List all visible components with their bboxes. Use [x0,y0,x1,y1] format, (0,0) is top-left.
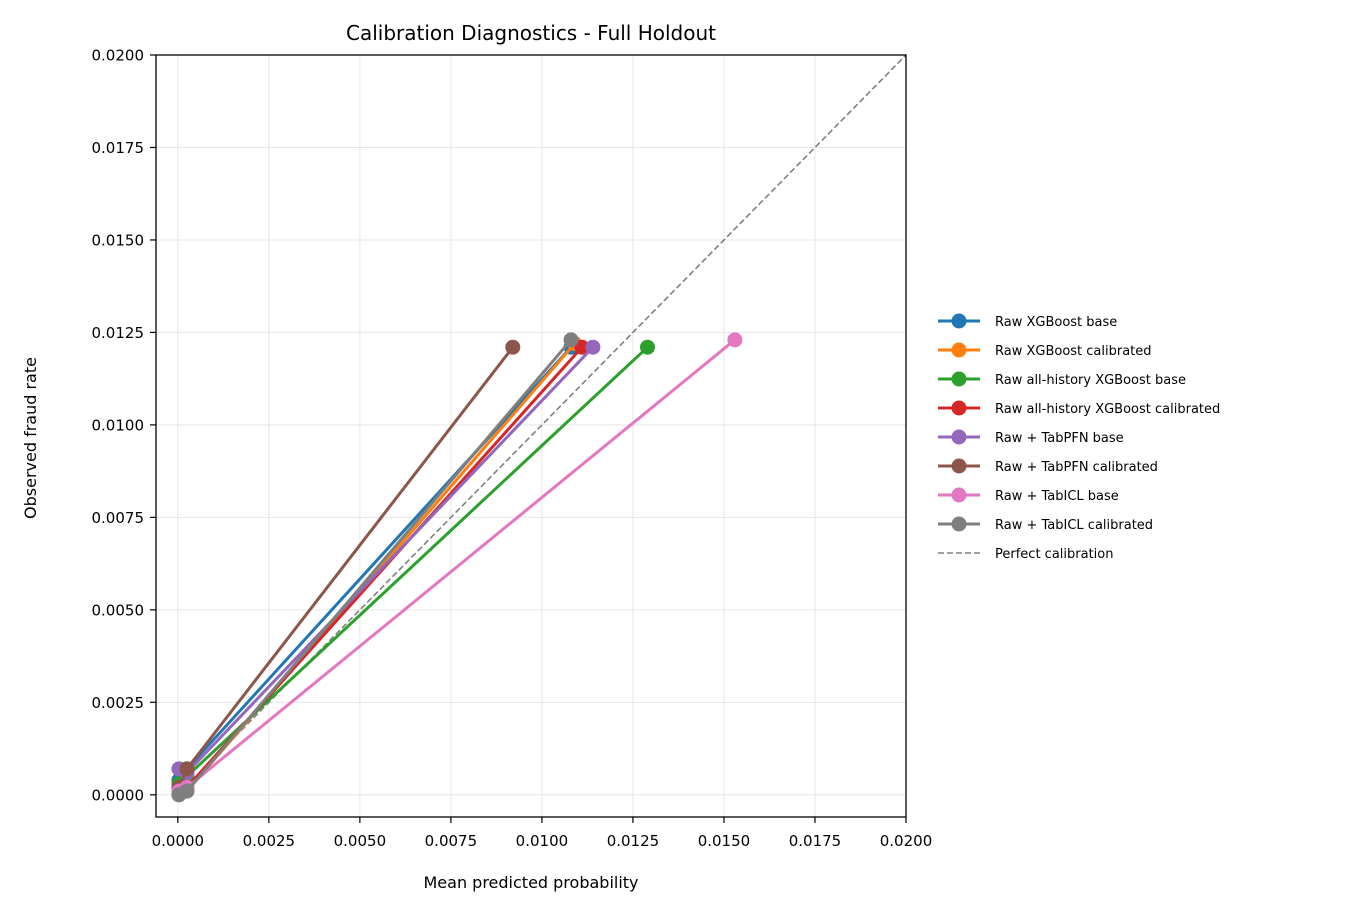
series-point [585,339,601,355]
x-tick-label: 0.0125 [607,832,660,850]
y-tick-label: 0.0150 [92,231,145,249]
legend-label: Raw + TabICL base [995,489,1119,504]
x-tick-label: 0.0150 [698,832,751,850]
y-tick-label: 0.0100 [92,416,145,434]
series-point [563,332,579,348]
series-group [171,332,579,803]
legend-label: Raw + TabICL calibrated [995,518,1153,533]
y-tick-label: 0.0175 [92,139,145,157]
legend-label: Raw XGBoost calibrated [995,344,1152,359]
legend-label: Perfect calibration [995,547,1113,562]
series-layer [171,332,743,803]
series-point [727,332,743,348]
legend-swatch-marker [951,371,967,387]
x-tick-label: 0.0075 [425,832,478,850]
legend-swatch-marker [951,458,967,474]
legend-label: Raw all-history XGBoost calibrated [995,402,1220,417]
y-tick-label: 0.0125 [92,324,145,342]
legend-swatch-marker [951,400,967,416]
y-ticks: 0.0000 0.0025 0.0050 0.0075 0.0100 0.0125 0.01… [92,47,156,804]
series-point [505,339,521,355]
y-tick-label: 0.0025 [92,694,145,712]
x-ticks: 0.0000 0.0025 0.0050 0.0075 0.0100 0.0125 0.01… [152,817,933,850]
y-tick-label: 0.0075 [92,509,145,527]
series-point [179,783,195,799]
x-axis-label: Mean predicted probability [423,873,638,892]
legend: Raw XGBoost base Raw XGBoost calibrated Ra… [938,313,1220,562]
legend-label: Raw all-history XGBoost base [995,373,1186,388]
legend-swatch-marker [951,429,967,445]
x-tick-label: 0.0175 [789,832,842,850]
x-tick-label: 0.0025 [243,832,296,850]
series-point [179,761,195,777]
plot-frame [155,54,907,818]
legend-swatch-marker [951,516,967,532]
legend-label: Raw XGBoost base [995,315,1117,330]
y-tick-label: 0.0050 [92,601,145,619]
x-tick-label: 0.0050 [334,832,387,850]
x-tick-label: 0.0100 [516,832,569,850]
y-tick-label: 0.0200 [92,47,145,65]
y-axis-label: Observed fraud rate [21,357,40,519]
y-tick-label: 0.0000 [92,786,145,804]
legend-swatch-marker [951,487,967,503]
series-point [574,339,590,355]
series-point [640,339,656,355]
chart-title: Calibration Diagnostics - Full Holdout [346,21,716,45]
legend-label: Raw + TabPFN base [995,431,1124,446]
x-tick-label: 0.0000 [152,832,205,850]
legend-swatch-marker [951,342,967,358]
legend-swatch-marker [951,313,967,329]
legend-label: Raw + TabPFN calibrated [995,460,1158,475]
x-tick-label: 0.0200 [880,832,933,850]
